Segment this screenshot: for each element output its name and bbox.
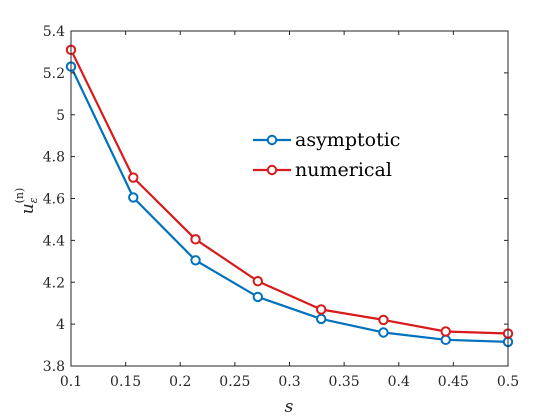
y-tick-label: 3.8 (43, 359, 65, 375)
y-axis-label-subscript: ε (27, 197, 40, 203)
legend-label-asymptotic: asymptotic (295, 129, 400, 151)
data-point-numerical (315, 304, 327, 315)
x-tick-label: 0.1 (60, 374, 82, 390)
data-point-numerical (128, 172, 139, 183)
y-tick-label: 4.2 (43, 275, 65, 291)
x-tick-label: 0.3 (278, 374, 300, 390)
x-tick-label: 0.35 (329, 374, 360, 390)
series-layer (65, 44, 514, 348)
data-point-asymptotic (128, 192, 139, 203)
svg-text:uε(n): uε(n) (13, 188, 40, 215)
axes-layer: 0.1 0.15 0.2 0.25 0.3 0.35 0.4 0.45 0.5 3.8 4 4.2 4.… (43, 24, 519, 390)
legend: asymptotic numerical (253, 129, 400, 181)
y-tick-label: 4 (56, 317, 65, 333)
x-tick-label: 0.15 (110, 374, 141, 390)
series-line-asymptotic (70, 66, 509, 343)
x-axis-label: s (285, 397, 294, 417)
x-tick-label: 0.25 (219, 374, 250, 390)
series-line-numerical (70, 49, 509, 335)
data-point-numerical (190, 234, 201, 245)
y-tick-label: 5.4 (43, 24, 65, 40)
y-tick-label: 4.6 (43, 192, 65, 208)
x-tick-label: 0.5 (497, 374, 519, 390)
y-axis-label-superscript: (n) (13, 188, 26, 204)
data-point-asymptotic (315, 313, 327, 325)
y-tick-label: 5.2 (43, 66, 65, 82)
y-tick-label: 4.8 (43, 150, 65, 166)
data-point-numerical (378, 314, 389, 326)
data-point-numerical (252, 276, 264, 287)
legend-marker-asymptotic (266, 134, 278, 146)
data-point-asymptotic (440, 334, 451, 346)
y-axis-label: uε(n) (13, 188, 40, 215)
x-tick-label: 0.2 (169, 374, 191, 390)
data-point-numerical (440, 326, 451, 337)
data-point-asymptotic (190, 255, 201, 266)
x-tick-label: 0.45 (438, 374, 469, 390)
x-tick-label: 0.4 (388, 374, 410, 390)
y-tick-label: 5 (56, 108, 65, 124)
y-tick-label: 4.4 (43, 233, 65, 249)
data-point-asymptotic (378, 327, 389, 338)
legend-label-numerical: numerical (295, 159, 392, 181)
legend-marker-numerical (266, 164, 278, 176)
data-point-asymptotic (252, 291, 264, 303)
y-axis-label-base: u (18, 203, 38, 214)
plot-background (71, 31, 508, 366)
